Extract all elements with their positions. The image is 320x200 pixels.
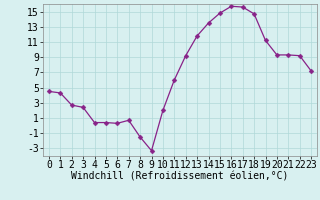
X-axis label: Windchill (Refroidissement éolien,°C): Windchill (Refroidissement éolien,°C)	[71, 172, 289, 182]
